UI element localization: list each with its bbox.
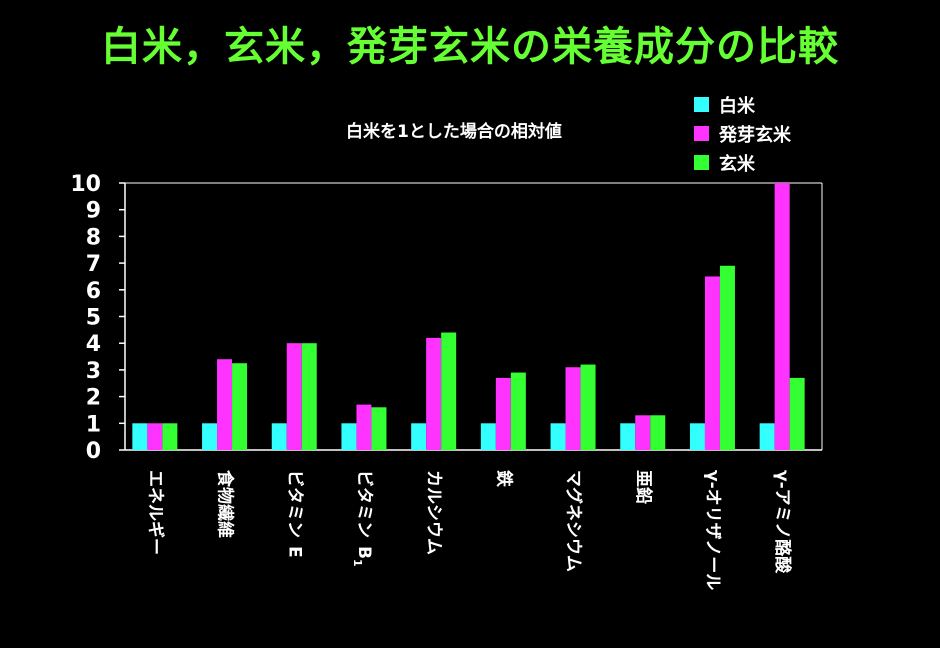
x-category-label: 亜鉛 [633,470,654,504]
y-tick-label: 2 [86,386,101,411]
legend: 白米 発芽玄米 玄米 [694,90,791,177]
bar [650,415,666,450]
x-category-label: カルシウム [424,470,444,555]
bar [132,423,148,450]
bar [759,423,775,450]
chart-title: 白米，玄米，発芽玄米の栄養成分の比較 [101,24,839,70]
bar [774,183,790,450]
x-category-label: γ-オリザノール [702,470,722,590]
bar [565,367,581,450]
legend-swatch-white-rice [694,97,709,112]
x-category-label: 食物繊維 [215,470,236,538]
legend-label-germinated-brown-rice: 発芽玄米 [719,124,791,146]
bar [789,377,805,450]
x-category-label: 鉄 [493,470,514,487]
bar [719,265,735,450]
legend-swatch-brown-rice [694,155,709,170]
y-tick-label: 3 [86,359,101,384]
bar [232,363,248,450]
legend-swatch-germinated-brown-rice [694,126,709,141]
y-tick-label: 7 [86,252,101,277]
bar [301,343,317,450]
bar [162,423,178,450]
bar [271,423,287,450]
bar [510,372,526,450]
y-tick-label: 0 [86,439,101,464]
bar [704,276,720,450]
bar [480,423,496,450]
bar [620,423,636,450]
legend-item-germinated-brown-rice: 発芽玄米 [694,119,791,148]
y-tick-label: 5 [86,306,101,331]
y-tick-label: 9 [86,199,101,224]
y-tick-label: 8 [86,225,101,250]
bar [371,407,387,450]
bar [580,364,596,450]
bar [286,343,302,450]
y-tick-label: 6 [86,279,101,304]
x-category-label: マグネシウム [563,470,584,572]
y-tick-label: 1 [86,412,101,437]
y-tick-label: 10 [70,172,101,197]
chart-subtitle: 白米を1とした場合の相対値 [346,122,562,142]
x-category-label: ビタミンB1 [351,470,374,567]
bar [550,423,566,450]
bar [411,423,427,450]
legend-item-white-rice: 白米 [694,90,791,119]
bar [689,423,705,450]
bar [495,377,511,450]
x-category-label: ビタミンE [284,470,304,558]
bar [356,404,372,450]
x-category-label: エネルギー [145,470,165,555]
bar [341,423,357,450]
y-tick-label: 4 [86,332,101,357]
x-category-label: γ-アミノ酪酸 [772,470,793,574]
bar [147,423,163,450]
legend-item-brown-rice: 玄米 [694,148,791,177]
bar [426,337,442,450]
bar [202,423,218,450]
bar [441,332,457,450]
bar [217,359,233,450]
legend-label-brown-rice: 玄米 [719,153,755,175]
legend-label-white-rice: 白米 [719,95,755,117]
bar [635,415,651,450]
